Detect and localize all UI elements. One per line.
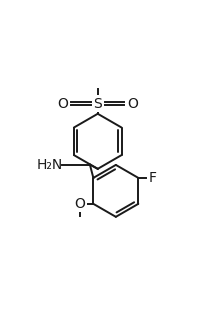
Text: H₂N: H₂N (36, 158, 63, 172)
Text: O: O (74, 197, 85, 211)
Text: F: F (148, 171, 156, 185)
Text: S: S (93, 97, 102, 110)
Text: O: O (57, 97, 68, 110)
Text: O: O (126, 97, 137, 110)
